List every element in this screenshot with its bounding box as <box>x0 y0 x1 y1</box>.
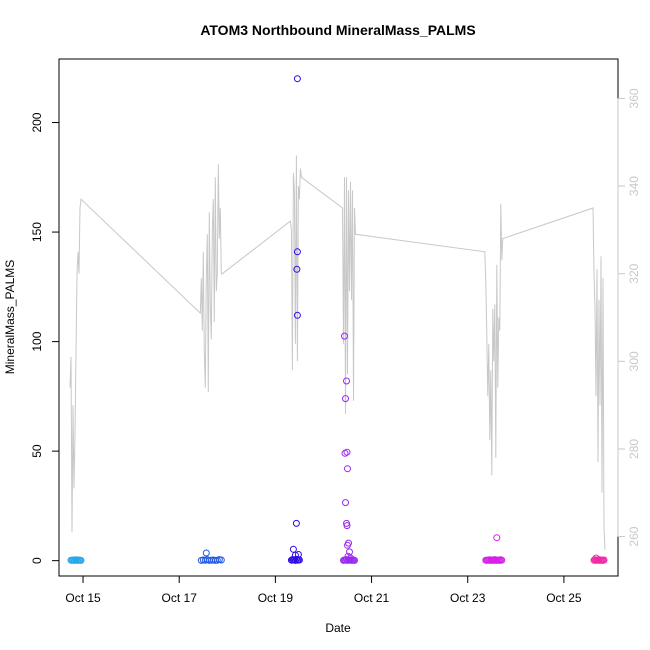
y-axis-label: MineralMass_PALMS <box>3 260 17 374</box>
data-point <box>347 554 354 562</box>
data-point <box>293 311 301 319</box>
data-point <box>342 395 349 403</box>
x-axis-label: Date <box>325 621 351 635</box>
data-point <box>77 556 85 564</box>
data-point <box>600 556 608 564</box>
y2-tick-label: 320 <box>627 263 641 283</box>
data-point <box>294 551 302 558</box>
data-point <box>342 499 349 507</box>
data-point <box>289 545 297 553</box>
y-tick-label: 50 <box>30 444 44 458</box>
y-tick-label: 150 <box>30 222 44 242</box>
x-tick-label: Oct 19 <box>258 591 294 605</box>
y-tick-label: 0 <box>30 557 44 564</box>
data-point <box>217 556 225 564</box>
x-tick-label: Oct 15 <box>65 591 101 605</box>
y2-tick-label: 360 <box>627 88 641 108</box>
data-point <box>592 554 600 562</box>
point-layer <box>67 75 608 564</box>
y2-tick-label: 280 <box>627 439 641 459</box>
y2-tick-label: 300 <box>627 351 641 371</box>
y2-tick-label: 340 <box>627 176 641 196</box>
data-point <box>343 448 351 456</box>
x-tick-label: Oct 17 <box>162 591 198 605</box>
line-layer <box>69 155 606 550</box>
data-point <box>344 541 351 549</box>
data-point <box>343 522 351 530</box>
data-point <box>292 519 300 527</box>
data-point <box>293 265 301 273</box>
data-point <box>341 332 348 340</box>
y2-tick-label: 260 <box>627 526 641 546</box>
plot-frame <box>58 58 619 577</box>
y-tick-label: 100 <box>30 331 44 351</box>
data-point <box>293 75 301 83</box>
mass-line-series <box>69 155 606 550</box>
axis-layer: Oct 15 Oct 17 Oct 19 Oct 21 Oct 23 Oct 25 0 50 1… <box>30 88 641 605</box>
y-tick-label: 200 <box>30 112 44 132</box>
x-tick-label: Oct 21 <box>354 591 390 605</box>
data-point <box>498 556 506 564</box>
x-tick-label: Oct 23 <box>450 591 486 605</box>
data-point <box>291 551 299 559</box>
data-point <box>344 465 351 473</box>
x-tick-label: Oct 25 <box>546 591 582 605</box>
data-point <box>343 377 350 385</box>
chart-title: ATOM3 Northbound MineralMass_PALMS <box>200 22 475 38</box>
data-point <box>493 534 501 542</box>
data-point <box>293 248 301 256</box>
data-point <box>202 549 210 557</box>
